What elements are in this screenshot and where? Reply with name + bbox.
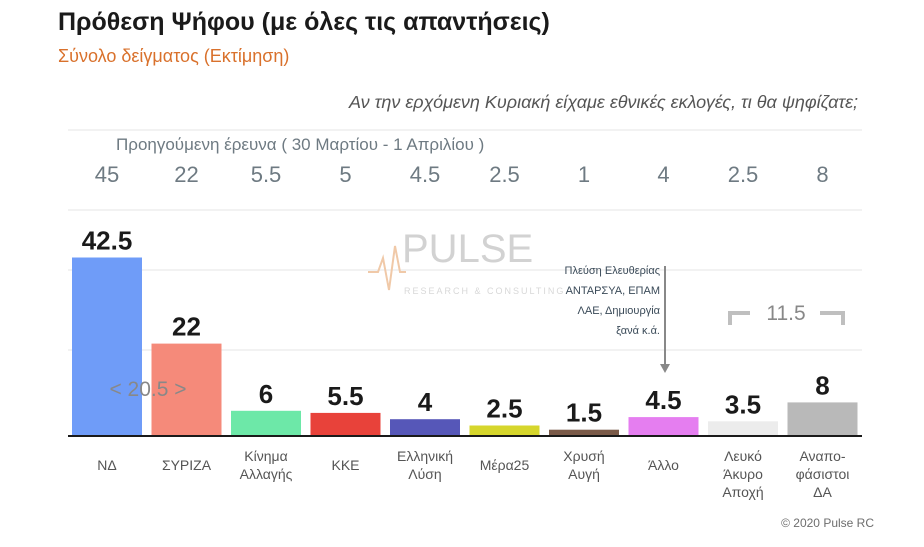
bracket-value: 11.5 bbox=[766, 302, 805, 325]
bar-9 bbox=[787, 402, 858, 436]
bar-6 bbox=[549, 429, 619, 436]
category-label-9-0: Αναπο- bbox=[799, 448, 845, 464]
heartbeat-logo-icon bbox=[368, 245, 406, 291]
value-label-0: 42.5 bbox=[82, 226, 133, 256]
bars bbox=[72, 257, 858, 436]
previous-survey-label: Προηγούμενη έρευνα ( 30 Μαρτίου - 1 Απρι… bbox=[116, 135, 485, 154]
category-label-8-2: Αποχή bbox=[722, 484, 763, 500]
previous-value-9: 8 bbox=[816, 162, 828, 187]
value-label-5: 2.5 bbox=[486, 394, 522, 424]
previous-value-8: 2.5 bbox=[728, 162, 759, 187]
category-label-6-0: Χρυσή bbox=[563, 448, 604, 464]
previous-value-4: 4.5 bbox=[410, 162, 441, 187]
survey-question: Αν την ερχόμενη Κυριακή είχαμε εθνικές ε… bbox=[348, 92, 858, 112]
note-line-0: Πλεύση Ελευθερίας bbox=[565, 265, 660, 277]
bar-2 bbox=[231, 410, 301, 436]
category-label-5-0: Μέρα25 bbox=[480, 457, 530, 473]
chart-subtitle: Σύνολο δείγματος (Εκτίμηση) bbox=[58, 46, 290, 66]
other-bracket: 11.5 bbox=[728, 302, 845, 325]
bracket-right-icon bbox=[820, 311, 845, 325]
bar-0 bbox=[72, 257, 142, 436]
bar-5 bbox=[469, 425, 540, 436]
value-label-8: 3.5 bbox=[725, 389, 761, 419]
bracket-left-icon bbox=[728, 311, 750, 325]
category-label-8-1: Άκυρο bbox=[723, 466, 763, 482]
category-label-2-1: Αλλαγής bbox=[240, 466, 293, 482]
value-label-9: 8 bbox=[815, 370, 829, 400]
category-label-1-0: ΣΥΡΙΖΑ bbox=[162, 457, 212, 473]
chart-title: Πρόθεση Ψήφου (με όλες τις απαντήσεις) bbox=[58, 8, 550, 36]
category-label-9-2: ΔΑ bbox=[813, 484, 832, 500]
bar-7 bbox=[628, 417, 699, 436]
note-line-3: ξανά κ.ά. bbox=[616, 325, 660, 337]
other-parties-note: Πλεύση Ελευθερίας ΑΝΤΑΡΣΥΑ, ΕΠΑΜ ΛΑΕ, Δημι… bbox=[565, 265, 670, 373]
previous-value-6: 1 bbox=[578, 162, 590, 187]
previous-value-0: 45 bbox=[95, 162, 119, 187]
watermark-name: PULSE bbox=[402, 227, 533, 271]
previous-value-3: 5 bbox=[339, 162, 351, 187]
bar-4 bbox=[390, 419, 460, 436]
bar-3 bbox=[310, 412, 381, 436]
gap-annotation: < 20.5 > bbox=[109, 378, 186, 401]
previous-values: 45 22 5.5 5 4.5 2.5 1 4 2.5 8 bbox=[95, 162, 829, 187]
category-labels: ΝΔ ΣΥΡΙΖΑ Κίνημα Αλλαγής ΚΚΕ Ελληνική Λύση Μέρα… bbox=[97, 448, 849, 500]
category-label-0-0: ΝΔ bbox=[97, 457, 116, 473]
note-line-2: ΛΑΕ, Δημιουργία bbox=[578, 305, 661, 317]
bar-1 bbox=[151, 343, 222, 436]
previous-value-7: 4 bbox=[657, 162, 669, 187]
copyright: © 2020 Pulse RC bbox=[781, 516, 874, 530]
previous-value-1: 22 bbox=[174, 162, 198, 187]
category-label-3-0: ΚΚΕ bbox=[331, 457, 359, 473]
bar-8 bbox=[708, 421, 778, 436]
watermark: PULSE RESEARCH & CONSULTING bbox=[368, 227, 565, 296]
category-label-4-0: Ελληνική bbox=[397, 448, 453, 464]
category-label-7-0: Άλλο bbox=[648, 457, 679, 473]
category-label-4-1: Λύση bbox=[408, 466, 441, 482]
note-line-1: ΑΝΤΑΡΣΥΑ, ΕΠΑΜ bbox=[566, 285, 660, 297]
arrow-down-icon bbox=[660, 364, 670, 373]
value-label-4: 4 bbox=[418, 387, 433, 417]
category-label-2-0: Κίνημα bbox=[244, 448, 287, 464]
category-label-8-0: Λευκό bbox=[724, 448, 762, 464]
value-label-2: 6 bbox=[259, 379, 273, 409]
category-label-6-1: Αυγή bbox=[568, 466, 600, 482]
value-label-7: 4.5 bbox=[645, 385, 681, 415]
previous-value-2: 5.5 bbox=[251, 162, 282, 187]
value-label-1: 22 bbox=[172, 312, 201, 342]
watermark-tagline: RESEARCH & CONSULTING bbox=[404, 286, 565, 296]
value-label-3: 5.5 bbox=[327, 381, 363, 411]
category-label-9-1: φάσιστοι bbox=[796, 466, 850, 482]
value-label-6: 1.5 bbox=[566, 398, 602, 428]
previous-value-5: 2.5 bbox=[489, 162, 520, 187]
